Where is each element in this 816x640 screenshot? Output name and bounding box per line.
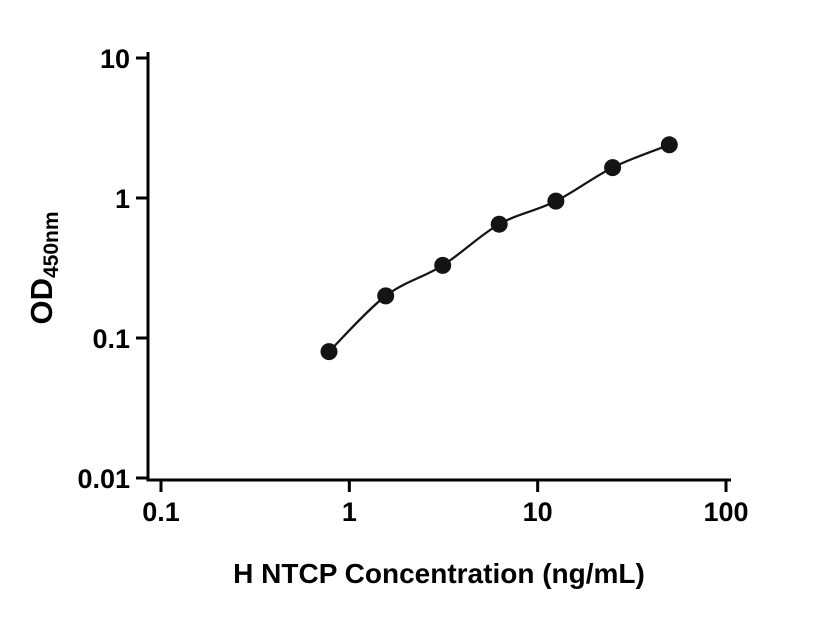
- y-axis-title-subscript: 450nm: [40, 211, 63, 279]
- y-axis-title-main: OD: [24, 278, 59, 325]
- data-point: [604, 159, 622, 177]
- data-point: [434, 256, 452, 274]
- fit-curve: [328, 143, 670, 353]
- axes-layer: [146, 52, 731, 482]
- y-tick-label: 0.1: [92, 324, 130, 354]
- data-point: [547, 192, 565, 210]
- x-tick-label: 1: [342, 497, 357, 527]
- ticks-layer: [136, 56, 728, 492]
- x-tick-label: 100: [703, 497, 748, 527]
- data-point: [320, 343, 338, 361]
- x-tick-label: 0.1: [142, 497, 180, 527]
- data-point: [377, 287, 395, 305]
- x-axis-title: H NTCP Concentration (ng/mL): [233, 558, 645, 589]
- y-tick-label: 0.01: [77, 464, 130, 494]
- x-tick-label: 10: [523, 497, 553, 527]
- data-point: [660, 136, 678, 154]
- y-tick-label: 1: [115, 184, 130, 214]
- data-point: [490, 215, 508, 233]
- curve-layer: [328, 143, 670, 353]
- tick-labels-layer: 0.1 1 10 100 10 1 0.1 0.01: [77, 44, 748, 527]
- points-layer: [320, 136, 678, 361]
- y-tick-label: 10: [100, 44, 130, 74]
- y-axis-title: OD450nm: [24, 211, 64, 324]
